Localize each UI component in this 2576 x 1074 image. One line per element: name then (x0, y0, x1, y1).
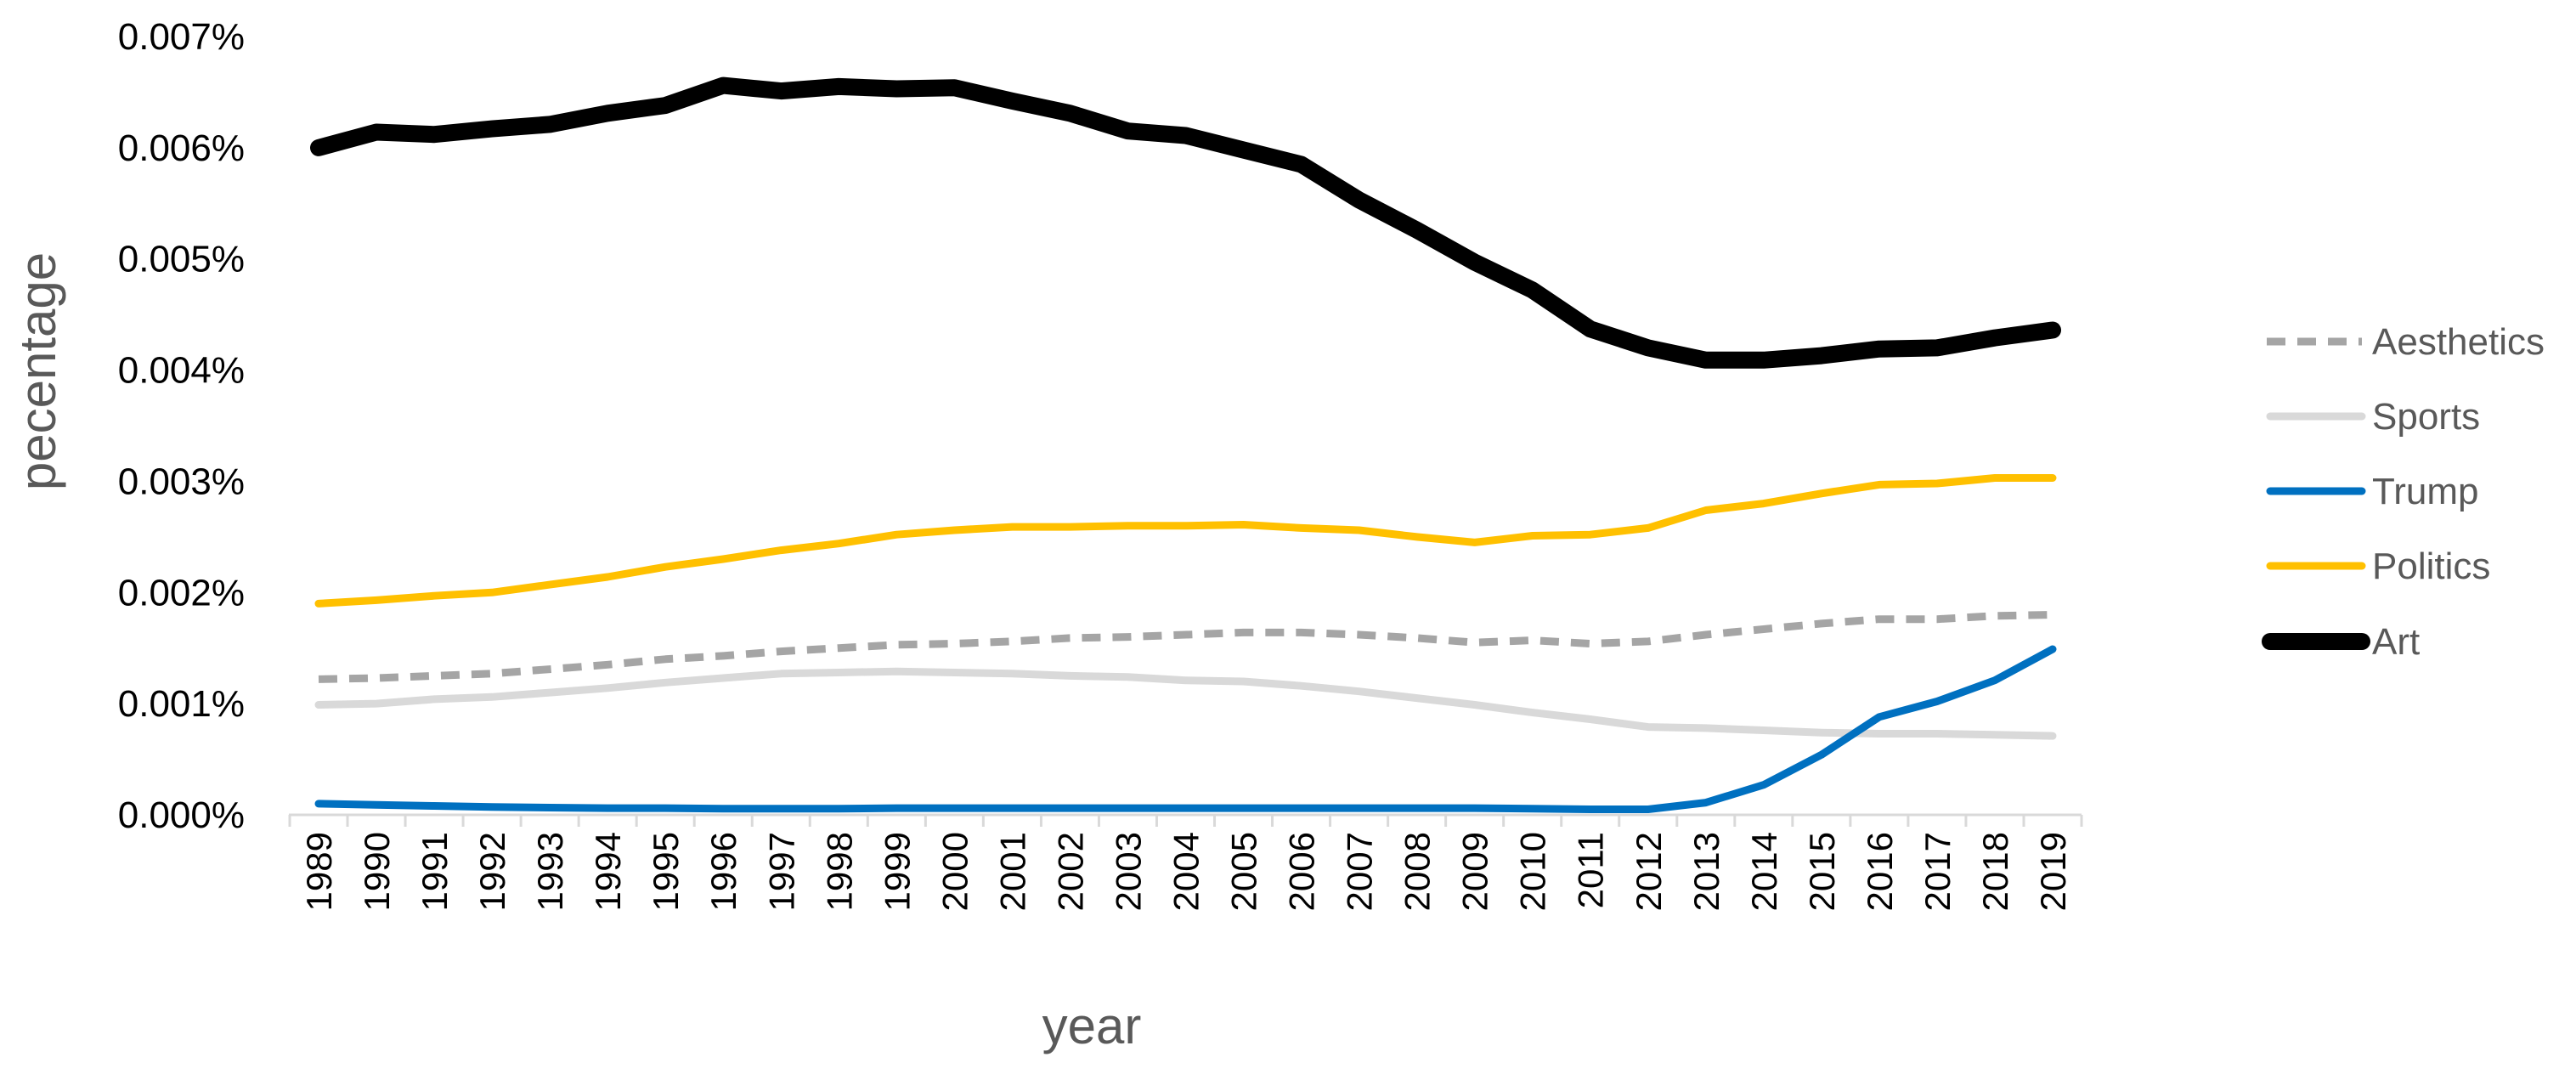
x-axis (288, 813, 2083, 827)
x-tick-label: 2016 (1860, 832, 1900, 911)
x-tick-label: 1994 (588, 832, 628, 911)
series-layer (310, 76, 2061, 813)
x-tick-label: 1992 (472, 832, 512, 911)
y-tick-label: 0.001% (118, 683, 245, 725)
x-tick-label: 2006 (1282, 832, 1322, 911)
x-axis-ticks: 1989 1990 1991 1992 1993 1994 1995 1996 1997 1998… (299, 832, 2073, 911)
x-tick-label: 2002 (1050, 832, 1090, 911)
x-tick-label: 2013 (1686, 832, 1726, 911)
x-tick-label: 1990 (357, 832, 397, 911)
y-tick-label: 0.006% (118, 127, 245, 169)
series-line-sports (314, 667, 2057, 740)
y-tick-label: 0.004% (118, 350, 245, 392)
x-tick-label: 2007 (1340, 832, 1380, 911)
x-axis-title: year (1042, 998, 1142, 1054)
x-tick-label: 2000 (935, 832, 974, 911)
x-tick-label: 2018 (1975, 832, 2015, 911)
y-axis-title: pecentage (9, 252, 66, 490)
x-tick-label: 2019 (2033, 832, 2073, 911)
x-tick-label: 1997 (761, 832, 801, 911)
x-tick-label: 2009 (1455, 832, 1495, 911)
x-tick-label: 2001 (992, 832, 1032, 911)
x-tick-label: 2010 (1513, 832, 1553, 911)
x-tick-label: 1991 (415, 832, 455, 911)
y-tick-label: 0.002% (118, 572, 245, 613)
x-tick-label: 2008 (1398, 832, 1438, 911)
series-line-trump (314, 645, 2057, 813)
y-tick-label: 0.000% (118, 794, 245, 836)
x-tick-label: 1993 (530, 832, 570, 911)
x-tick-label: 2014 (1744, 832, 1784, 911)
legend-label-trump: Trump (2372, 471, 2479, 512)
x-tick-label: 1995 (646, 832, 686, 911)
x-tick-label: 1998 (819, 832, 859, 911)
y-axis-ticks: 0.000% 0.001% 0.002% 0.003% 0.004% 0.005% 0.00… (118, 16, 245, 836)
series-line-aesthetics (318, 611, 2053, 683)
x-tick-label: 1989 (299, 832, 339, 911)
legend-label-sports: Sports (2372, 396, 2480, 438)
legend-label-art: Art (2372, 621, 2420, 663)
x-tick-label: 1999 (877, 832, 917, 911)
series-line-politics (314, 474, 2057, 608)
y-tick-label: 0.005% (118, 239, 245, 280)
legend-label-politics: Politics (2372, 545, 2490, 587)
x-tick-label: 2017 (1918, 832, 1957, 911)
x-tick-label: 2005 (1224, 832, 1264, 911)
x-tick-label: 2011 (1571, 832, 1611, 908)
x-tick-label: 2004 (1167, 832, 1206, 911)
y-tick-label: 0.003% (118, 461, 245, 502)
x-tick-label: 2003 (1108, 832, 1148, 911)
legend-label-aesthetics: Aesthetics (2372, 321, 2545, 363)
x-tick-label: 1996 (703, 832, 743, 911)
legend: Aesthetics Sports Trump Politics Art (2262, 321, 2545, 663)
x-tick-label: 2012 (1629, 832, 1669, 911)
x-tick-label: 2015 (1802, 832, 1842, 911)
y-tick-label: 0.007% (118, 16, 245, 58)
series-line-art (310, 76, 2061, 369)
